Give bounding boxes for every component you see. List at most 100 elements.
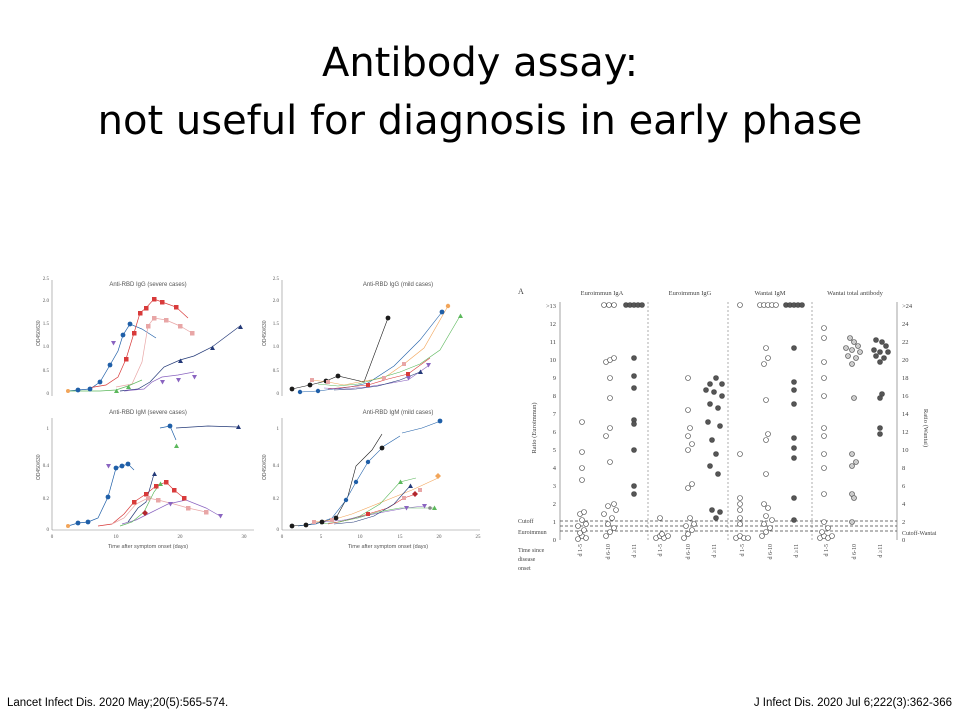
point — [125, 461, 131, 467]
time-label: onset — [518, 566, 531, 572]
citation-left: Lancet Infect Dis. 2020 May;20(5):565-57… — [7, 697, 229, 709]
euroimmun-label: Euroimmun — [518, 530, 547, 536]
right-tick: 22 — [902, 339, 909, 346]
point — [611, 302, 617, 308]
point — [581, 509, 587, 515]
point — [689, 481, 695, 487]
point — [437, 418, 443, 424]
point — [152, 297, 157, 302]
point — [821, 375, 827, 381]
citation-right: J Infect Dis. 2020 Jul 6;222(3):362-366 — [753, 697, 952, 709]
point — [881, 355, 887, 361]
point — [107, 362, 113, 368]
point — [611, 501, 617, 507]
point — [821, 491, 827, 497]
point — [611, 525, 617, 531]
y-tick: 0.2 — [43, 497, 50, 502]
point — [172, 488, 177, 493]
y-tick: 0.4 — [43, 464, 50, 469]
point — [709, 437, 715, 443]
point — [607, 425, 613, 431]
point — [611, 355, 617, 361]
point — [418, 369, 423, 374]
point — [763, 397, 769, 403]
point — [575, 523, 581, 529]
series-line — [175, 425, 239, 429]
point — [402, 362, 406, 366]
y-axis-label: OD450/630 — [262, 454, 268, 480]
point — [603, 533, 609, 539]
point — [577, 530, 583, 536]
y-tick: 2.0 — [273, 299, 280, 304]
point — [765, 355, 771, 361]
series-line — [66, 379, 143, 392]
point — [685, 485, 691, 491]
point — [402, 496, 406, 500]
point — [879, 339, 885, 345]
point — [119, 463, 125, 469]
point — [204, 510, 209, 515]
panel-igg-severe: Anti-RBD IgG (severe cases) OD450/630 0 … — [36, 277, 243, 397]
point — [791, 445, 797, 451]
time-bin-label: d ≥11 — [878, 544, 884, 558]
left-tick: 5 — [553, 447, 556, 454]
point — [385, 315, 391, 321]
point — [737, 451, 743, 457]
point — [583, 535, 589, 541]
point — [579, 449, 585, 455]
point — [737, 495, 743, 501]
point — [178, 324, 183, 329]
time-bin-label: d 1-5 — [740, 544, 746, 557]
point — [631, 491, 637, 497]
point — [142, 510, 148, 516]
point — [825, 525, 831, 531]
group-label: Euroimmun IgG — [669, 290, 712, 297]
point — [705, 419, 711, 425]
point — [791, 517, 797, 523]
point — [326, 380, 330, 384]
point — [365, 459, 371, 465]
point — [709, 507, 715, 513]
panel-letter: A — [518, 287, 524, 296]
point — [605, 521, 611, 527]
series-line — [127, 473, 155, 523]
point — [366, 512, 370, 516]
point — [821, 325, 827, 331]
point — [689, 527, 695, 533]
slide-title: Antibody assay: not useful for diagnosis… — [0, 34, 960, 150]
point — [791, 455, 797, 461]
point — [432, 505, 437, 510]
x-tick: 25 — [476, 535, 482, 540]
point — [821, 465, 827, 471]
point — [657, 515, 663, 521]
point — [851, 395, 857, 401]
point — [583, 521, 589, 527]
point — [156, 498, 161, 503]
point — [745, 535, 751, 541]
point — [631, 421, 637, 427]
point — [132, 500, 137, 505]
point — [715, 471, 721, 477]
x-tick: 0 — [281, 535, 284, 540]
point — [851, 339, 857, 345]
time-bin-label: d 6-10 — [686, 544, 692, 560]
point — [408, 483, 413, 488]
right-tick: 6 — [902, 483, 906, 490]
point — [297, 389, 303, 395]
y-tick: 0 — [47, 392, 50, 397]
y-axis-label: OD450/630 — [36, 454, 42, 480]
point — [849, 463, 855, 469]
point — [631, 373, 637, 379]
point — [426, 363, 431, 368]
point — [97, 379, 103, 385]
point — [435, 473, 441, 479]
time-bin-label: d 6-10 — [768, 544, 774, 560]
panel-title: Anti-RBD IgM (mild cases) — [363, 410, 434, 416]
slide-title-line2: not useful for diagnosis in early phase — [97, 98, 863, 144]
right-tick: 20 — [902, 357, 909, 364]
point — [687, 515, 693, 521]
point — [821, 425, 827, 431]
point — [113, 465, 119, 471]
point — [713, 375, 719, 381]
point — [445, 303, 451, 309]
